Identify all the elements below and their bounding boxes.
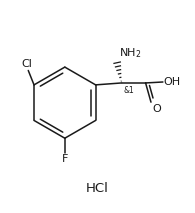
Text: &1: &1 <box>123 86 134 95</box>
Text: F: F <box>62 154 68 164</box>
Text: HCl: HCl <box>86 182 109 195</box>
Text: OH: OH <box>163 77 181 87</box>
Text: NH$_2$: NH$_2$ <box>119 46 141 60</box>
Text: O: O <box>152 104 161 114</box>
Text: Cl: Cl <box>22 59 33 69</box>
